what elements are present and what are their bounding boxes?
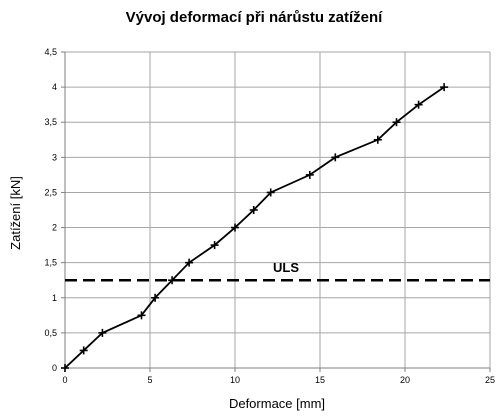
y-tick-label: 0	[52, 363, 57, 373]
data-point-marker	[137, 311, 146, 320]
data-point-marker	[185, 258, 194, 267]
data-point-marker	[168, 276, 177, 285]
data-point-marker	[210, 241, 219, 250]
y-tick-label: 3	[52, 152, 57, 162]
chart-title: Vývoj deformací při nárůstu zatížení	[126, 9, 384, 26]
data-point-marker	[79, 346, 88, 355]
data-point-marker	[392, 118, 401, 127]
y-tick-label: 2,5	[44, 187, 57, 197]
data-point-marker	[305, 170, 314, 179]
x-tick-label: 15	[315, 375, 325, 385]
data-point-marker	[414, 100, 423, 109]
y-tick-label: 1	[52, 293, 57, 303]
y-tick-label: 4	[52, 82, 57, 92]
x-tick-label: 10	[230, 375, 240, 385]
reference-line: ULS	[65, 260, 490, 282]
y-tick-label: 0,5	[44, 328, 57, 338]
y-axis-label: Zatížení [kN]	[8, 176, 23, 250]
data-point-marker	[249, 206, 258, 214]
data-point-marker	[440, 83, 449, 92]
uls-label: ULS	[273, 260, 299, 275]
data-point-marker	[151, 293, 160, 302]
x-tick-label: 20	[400, 375, 410, 385]
y-tick-label: 1,5	[44, 258, 57, 268]
data-point-marker	[231, 223, 239, 232]
grid	[64, 51, 491, 369]
y-tick-label: 4,5	[44, 47, 57, 57]
data-point-marker	[331, 153, 340, 162]
x-tick-label: 5	[147, 375, 152, 385]
y-tick-label: 2	[52, 223, 57, 233]
x-tick-label: 25	[485, 375, 495, 385]
x-tick-label: 0	[62, 375, 67, 385]
y-tick-label: 3,5	[44, 117, 57, 127]
x-axis-label: Deformace [mm]	[229, 396, 325, 411]
tick-labels: 0 5 10 15 20 25 0 0,5 1 1,5 2 2,5 3 3,5 4 4,5	[44, 47, 495, 385]
series-group	[61, 83, 449, 372]
data-point-marker	[98, 328, 107, 337]
data-point-marker	[373, 135, 382, 144]
data-point-marker	[61, 364, 69, 372]
data-point-marker	[266, 188, 275, 197]
